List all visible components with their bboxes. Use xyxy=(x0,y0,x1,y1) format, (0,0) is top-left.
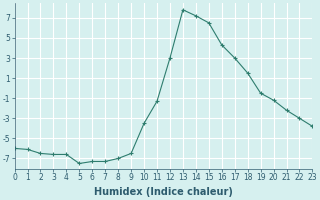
X-axis label: Humidex (Indice chaleur): Humidex (Indice chaleur) xyxy=(94,187,233,197)
